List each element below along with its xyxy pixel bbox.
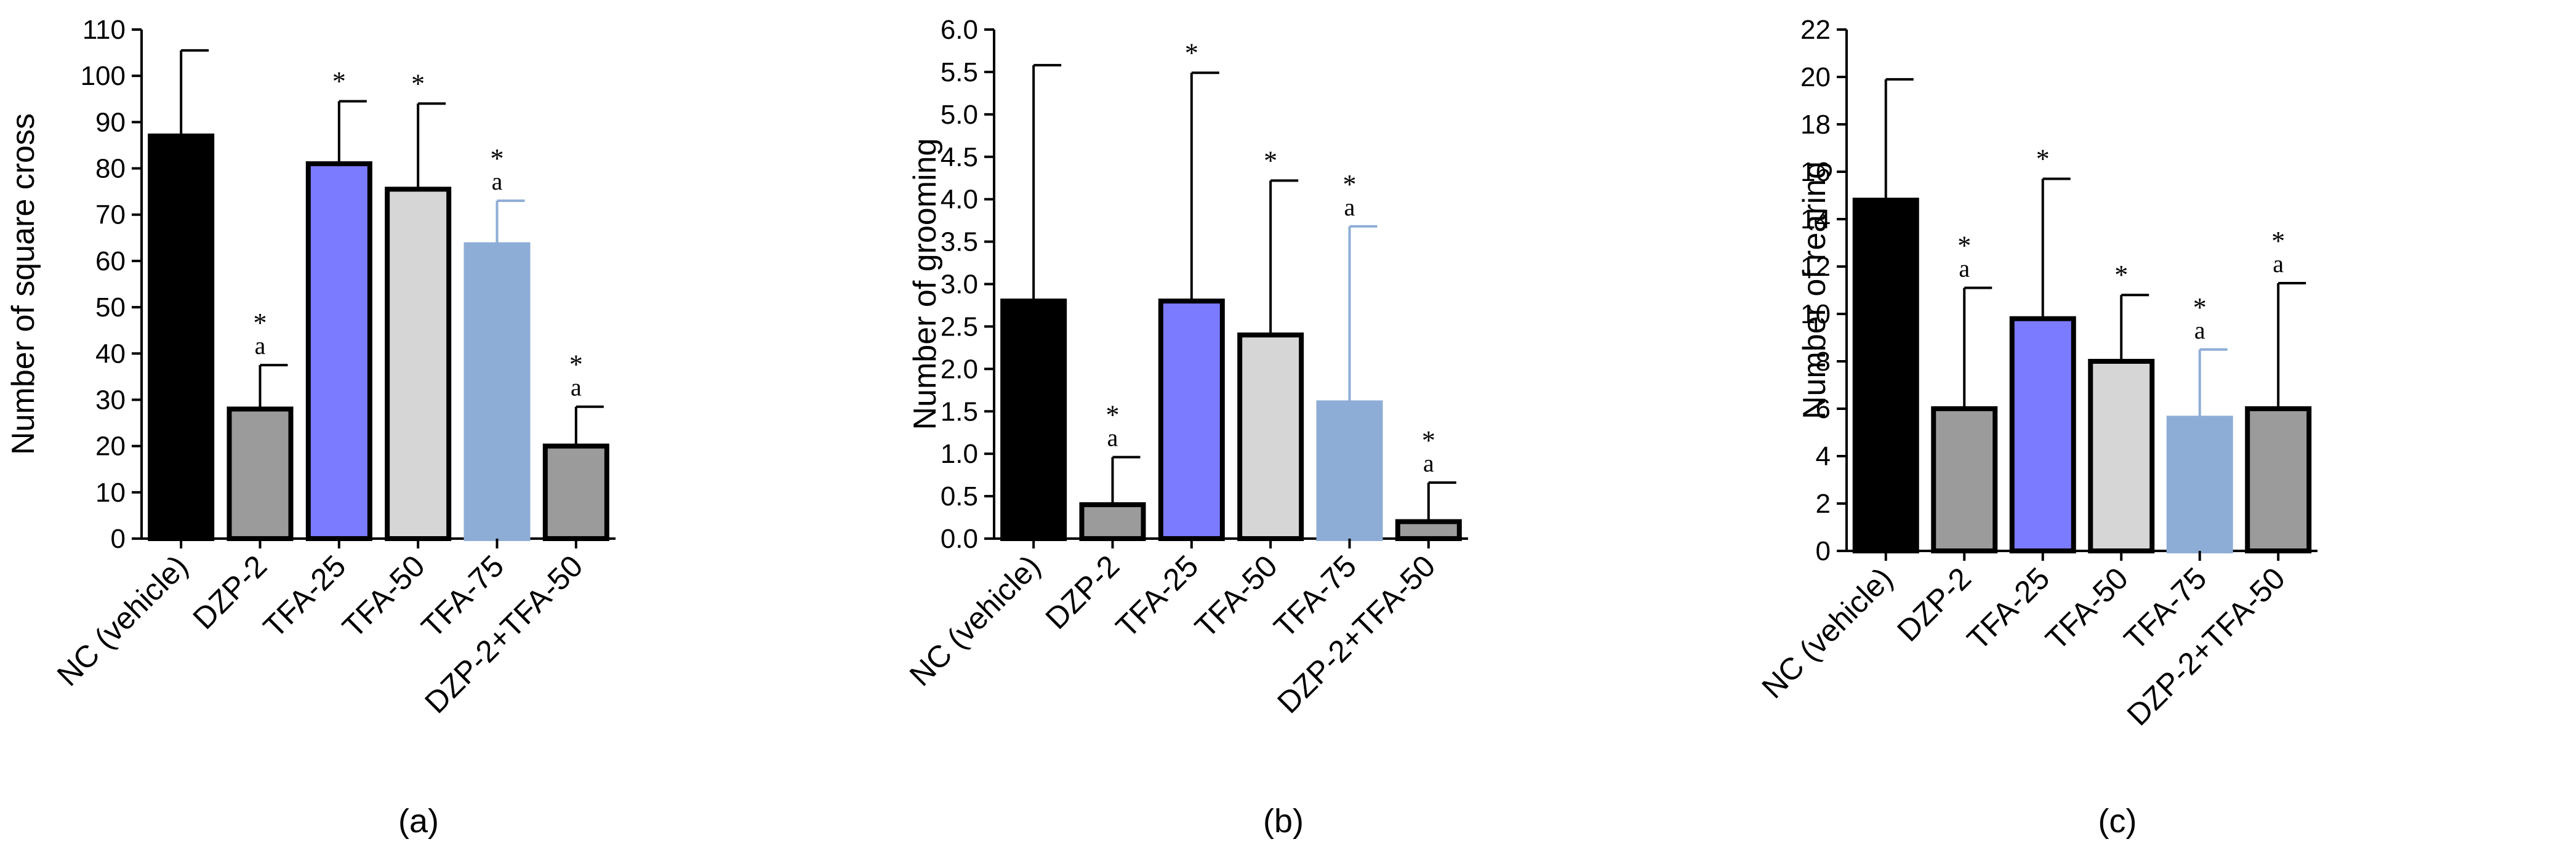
panel-0-significance-star-3: * (411, 68, 425, 98)
panel-1-y-axis-title: Number of grooming (907, 138, 943, 430)
panel-2-significance-star-3: * (2114, 260, 2128, 290)
panel-b: 0.0 0.5 1.0 1.5 2.0 2.5 3.0 3.5 4.0 4.5 5.0 5.5 6.0 N… (903, 15, 1468, 840)
panel-2-significance-star-5: * (2271, 226, 2285, 256)
panel-2-bar-1 (1931, 406, 1998, 553)
panel-2-significance-star-4: * (2193, 292, 2207, 323)
panel-2-category-label-3: TFA-50 (2039, 561, 2135, 657)
panel-1-significance-letter-1: a (1107, 424, 1118, 452)
panel-0-category-label-0: NC (vehicle) (50, 548, 195, 692)
panel-1-bar-4 (1316, 400, 1383, 542)
panel-2-bar-0 (1852, 198, 1919, 553)
panel-2-y-tick-label: 8 (1816, 347, 1831, 377)
panel-2-y-tick-label: 2 (1816, 489, 1831, 519)
panel-0-bar-3 (385, 187, 452, 541)
panel-0-bar-2 (305, 161, 372, 541)
panel-1-significance-star-4: * (1343, 169, 1357, 199)
panel-0-y-tick-label: 20 (95, 432, 126, 462)
panel-2-y-tick-label: 4 (1816, 441, 1831, 472)
panel-a: 0 10 20 30 40 50 60 70 80 90 100 110 Number of squar… (6, 15, 616, 840)
panel-2-y-tick-label: 18 (1800, 110, 1831, 140)
panel-1-y-tick-label: 1.0 (941, 439, 978, 469)
panel-0-label: (a) (398, 803, 439, 840)
panel-0-significance-letter-5: a (571, 374, 582, 401)
panel-2-significance-star-2: * (2036, 144, 2050, 174)
panel-1-category-label-0: NC (vehicle) (903, 548, 1047, 692)
panel-1-label: (b) (1263, 803, 1304, 840)
panel-1-y-tick-label: 4.0 (941, 185, 978, 215)
panel-1-significance-star-1: * (1106, 400, 1120, 430)
panel-2-significance-star-1: * (1957, 231, 1971, 261)
panel-2-label: (c) (2098, 803, 2137, 840)
panel-1-bar-5 (1395, 519, 1462, 542)
panel-1-y-tick-label: 2.0 (941, 354, 978, 384)
panel-1-y-tick-label: 0.5 (941, 481, 978, 512)
panel-1-y-tick-label: 3.5 (941, 227, 978, 257)
panel-2-bar-4 (2166, 415, 2233, 554)
panel-0-y-tick-label: 0 (111, 524, 126, 554)
panel-0-significance-letter-1: a (255, 332, 266, 359)
panel-0-significance-letter-4: a (492, 167, 503, 195)
panel-2-y-tick-label: 16 (1800, 157, 1831, 187)
panel-2-y-axis-title: Number of rearing (1797, 161, 1832, 419)
panel-2-y-tick-label: 20 (1800, 62, 1831, 92)
panel-1-y-tick-label: 0.0 (941, 524, 978, 554)
panel-0-y-axis-title: Number of square cross (6, 113, 41, 455)
panel-1-y-tick-label: 2.5 (941, 311, 978, 342)
panel-2-significance-letter-1: a (1959, 255, 1970, 283)
panel-2-y-tick-label: 14 (1800, 204, 1831, 235)
panel-2-y-tick-label: 0 (1816, 536, 1831, 566)
panel-0-y-tick-label: 50 (95, 292, 126, 323)
panel-0-bar-5 (542, 443, 609, 541)
panel-2-y-tick-label: 10 (1800, 299, 1831, 329)
panel-1-category-label-2: TFA-25 (1109, 548, 1205, 644)
panel-0-y-tick-label: 40 (95, 339, 126, 369)
panel-0-category-label-3: TFA-50 (335, 548, 431, 644)
panel-2-category-label-2: TFA-25 (1960, 561, 2056, 657)
panel-2-bar-3 (2088, 359, 2155, 553)
panel-0-bar-4 (463, 242, 531, 541)
panel-0-category-label-2: TFA-25 (257, 548, 353, 644)
panel-1-y-tick-label: 5.5 (941, 57, 978, 87)
panel-1-significance-letter-4: a (1344, 193, 1355, 221)
panel-0-y-tick-label: 80 (95, 154, 126, 184)
panel-1-y-tick-label: 5.0 (941, 100, 978, 130)
panel-1-y-tick-label: 3.0 (941, 270, 978, 300)
panel-1-y-tick-label: 6.0 (941, 15, 978, 45)
panel-0-significance-star-1: * (254, 308, 267, 338)
panel-0-significance-star-2: * (332, 66, 346, 97)
panel-0-y-tick-label: 90 (95, 107, 126, 137)
panel-1-category-label-3: TFA-50 (1188, 548, 1284, 644)
panel-0-y-tick-label: 10 (95, 478, 126, 508)
panel-1-bar-1 (1079, 502, 1146, 541)
panel-0-y-tick-label: 60 (95, 246, 126, 276)
panel-0-y-tick-label: 100 (81, 61, 126, 91)
panel-2-bar-5 (2245, 406, 2312, 553)
panel-2-category-label-0: NC (vehicle) (1755, 561, 1899, 705)
panel-1-bar-0 (1000, 299, 1067, 541)
panel-2-bar-2 (2009, 316, 2076, 553)
panel-0-y-tick-label: 30 (95, 385, 126, 415)
panel-1-y-tick-label: 1.5 (941, 396, 978, 427)
panel-0-significance-star-5: * (569, 350, 583, 380)
panel-2-y-tick-label: 22 (1800, 15, 1831, 45)
panel-2-significance-letter-4: a (2194, 316, 2205, 344)
panel-1-bar-3 (1237, 332, 1304, 541)
panel-0-y-tick-label: 110 (82, 15, 126, 45)
panel-0-significance-star-4: * (491, 143, 504, 174)
panel-1-y-tick-label: 4.5 (941, 142, 978, 172)
panel-2-y-tick-label: 6 (1816, 394, 1831, 424)
panel-1-significance-letter-5: a (1423, 449, 1434, 477)
panel-1-significance-star-2: * (1185, 38, 1198, 68)
panel-1-bar-2 (1158, 299, 1225, 541)
panel-1-significance-star-3: * (1264, 145, 1277, 175)
panel-c: 0 2 4 6 8 10 12 14 16 18 20 22 Number of rearing NC (… (1755, 15, 2317, 840)
panel-0-y-tick-label: 70 (95, 200, 126, 230)
panel-2-y-tick-label: 12 (1800, 252, 1831, 282)
panel-2-significance-letter-5: a (2273, 250, 2284, 278)
panel-1-significance-star-5: * (1422, 425, 1435, 456)
panel-0-bar-0 (148, 133, 215, 542)
panel-0-bar-1 (227, 406, 294, 541)
